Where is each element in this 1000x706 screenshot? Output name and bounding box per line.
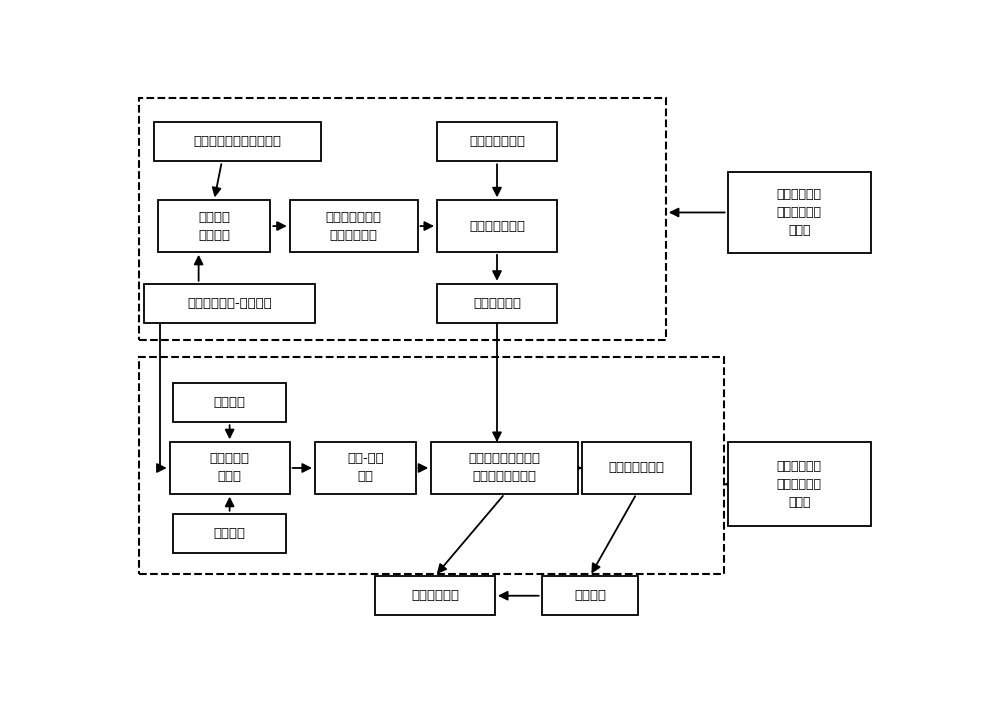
Text: 不同路段状态下
的速度及时间: 不同路段状态下 的速度及时间 <box>326 210 382 241</box>
Text: 加速度统计模型: 加速度统计模型 <box>469 136 525 148</box>
FancyBboxPatch shape <box>728 442 871 527</box>
Text: 节点模型: 节点模型 <box>214 527 246 539</box>
Text: 三角形交通流宏观基本图: 三角形交通流宏观基本图 <box>193 136 281 148</box>
FancyBboxPatch shape <box>144 284 315 323</box>
FancyBboxPatch shape <box>375 576 495 616</box>
FancyBboxPatch shape <box>542 576 638 616</box>
Text: 车辆尾气排放率: 车辆尾气排放率 <box>469 220 525 232</box>
Text: 路段累计到达-离开曲线: 路段累计到达-离开曲线 <box>187 297 272 310</box>
Text: 拥堵路段
车辆轨迹: 拥堵路段 车辆轨迹 <box>198 210 230 241</box>
FancyBboxPatch shape <box>431 442 578 493</box>
FancyBboxPatch shape <box>154 122 321 162</box>
Text: 动态网络加
载模型: 动态网络加 载模型 <box>210 453 250 484</box>
FancyBboxPatch shape <box>158 201 270 252</box>
Text: 基于排放目标
的动态交通分
配模型: 基于排放目标 的动态交通分 配模型 <box>777 460 822 509</box>
Text: 基于平均速度
的修正路段排
放模型: 基于平均速度 的修正路段排 放模型 <box>777 188 822 237</box>
FancyBboxPatch shape <box>437 122 557 162</box>
FancyBboxPatch shape <box>582 442 691 493</box>
Text: 路段模型: 路段模型 <box>214 396 246 409</box>
FancyBboxPatch shape <box>173 383 286 422</box>
Text: 不动点求解算法: 不动点求解算法 <box>608 462 664 474</box>
Text: 广义出行成本: 广义出行成本 <box>411 590 459 602</box>
Text: 路段-路径
排放: 路段-路径 排放 <box>347 453 384 484</box>
Text: 排放阈值: 排放阈值 <box>574 590 606 602</box>
FancyBboxPatch shape <box>728 172 871 253</box>
FancyBboxPatch shape <box>170 442 290 493</box>
FancyBboxPatch shape <box>437 201 557 252</box>
Text: 基于排放目标的动态
用户最优分配模型: 基于排放目标的动态 用户最优分配模型 <box>469 453 541 484</box>
FancyBboxPatch shape <box>315 442 416 493</box>
FancyBboxPatch shape <box>290 201 418 252</box>
FancyBboxPatch shape <box>173 514 286 553</box>
Text: 路段尾气排放: 路段尾气排放 <box>473 297 521 310</box>
FancyBboxPatch shape <box>437 284 557 323</box>
